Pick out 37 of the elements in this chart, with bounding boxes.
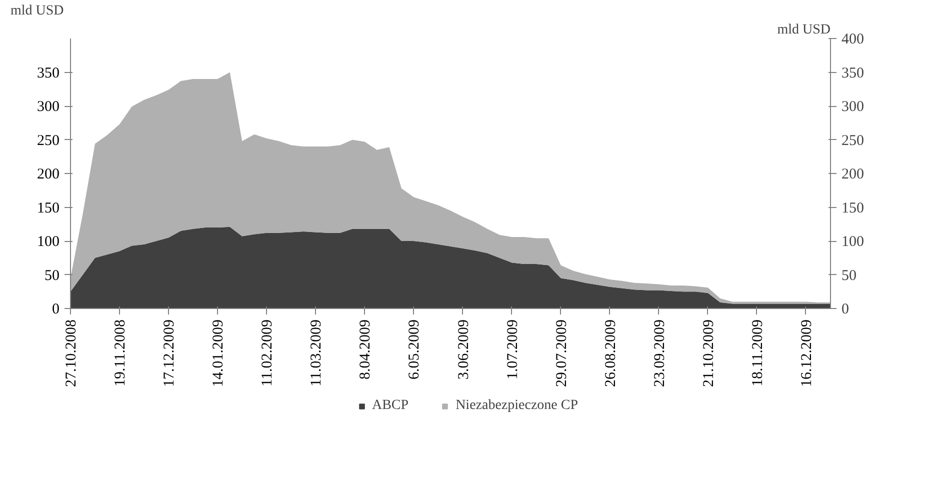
y2-tick-label: 0 — [842, 302, 849, 318]
x-tick-label: 29.07.2009 — [554, 320, 570, 387]
y2-tick-label: 300 — [842, 99, 864, 115]
y2-tick-label: 150 — [842, 200, 864, 216]
x-tick-label: 14.01.2009 — [210, 320, 227, 387]
y-tick-label: 350 — [37, 65, 60, 82]
x-tick-label: 21.10.2009 — [700, 320, 717, 387]
y-tick-label: 0 — [52, 302, 60, 318]
x-tick-label: 18.11.2009 — [750, 319, 766, 386]
y-tick-label: 300 — [37, 99, 60, 115]
y2-axis-title: mld USD — [777, 22, 831, 38]
y-tick-label: 100 — [37, 234, 60, 250]
y-tick-label: 250 — [37, 132, 60, 149]
y2-tick-label: 350 — [842, 65, 864, 82]
x-tick-label: 1.07.2009 — [504, 320, 521, 380]
y2-tick-label: 50 — [842, 268, 856, 284]
y-tick-label: 50 — [44, 268, 60, 284]
y2-tick-label: 250 — [842, 132, 864, 149]
y2-tick-label: 400 — [842, 32, 864, 48]
x-tick-label: 23.09.2009 — [652, 320, 668, 387]
x-tick-label: 27.10.2008 — [64, 320, 80, 387]
legend-label: Niezabezpieczone CP — [456, 398, 578, 414]
y-tick-label: 150 — [37, 200, 60, 216]
x-tick-label: 3.06.2009 — [456, 320, 472, 380]
y-tick-label: 200 — [37, 166, 60, 182]
x-tick-label: 16.12.2009 — [798, 320, 815, 387]
x-tick-label: 8.04.2009 — [358, 320, 374, 380]
y2-tick-label: 200 — [842, 166, 864, 182]
x-tick-label: 6.05.2009 — [406, 320, 423, 380]
y-axis-title: mld USD — [10, 4, 64, 18]
x-tick-label: 19.11.2008 — [112, 319, 129, 386]
x-tick-label: 26.08.2009 — [602, 320, 619, 387]
legend-label: ABCP — [372, 398, 409, 414]
y2-tick-label: 100 — [842, 234, 864, 250]
x-tick-label: 11.02.2009 — [260, 319, 276, 386]
x-tick-label: 11.03.2009 — [308, 319, 325, 386]
x-tick-label: 17.12.2009 — [162, 320, 178, 387]
